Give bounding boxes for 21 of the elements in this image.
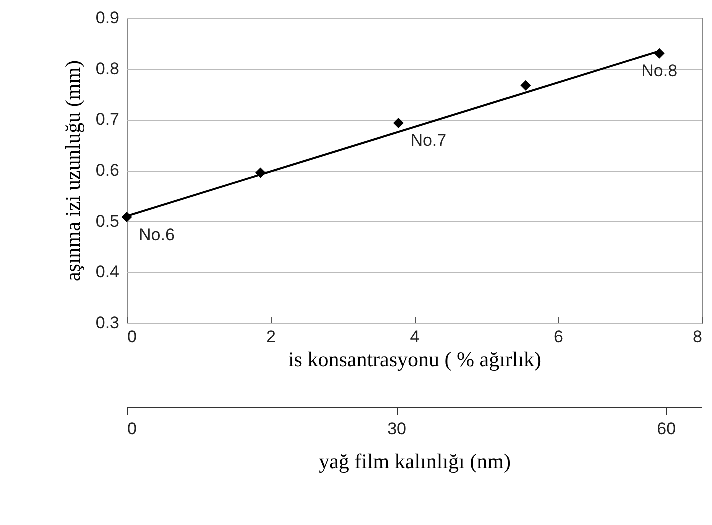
x2-axis-title: yağ film kalınlığı (nm): [319, 450, 511, 474]
x2-tick-label: 0: [128, 420, 137, 438]
y-tick-label: 0.8: [96, 59, 120, 78]
y-tick-label: 0.6: [96, 161, 120, 180]
x-tick-label: 8: [693, 328, 702, 346]
annotation: No.6: [139, 225, 175, 244]
y-axis-title: aşınma izi uzunluğu (mm): [60, 60, 85, 282]
x2-tick-label: 60: [657, 420, 676, 438]
x-tick-label: 6: [554, 328, 564, 346]
annotation: No.8: [642, 62, 678, 81]
y-tick-label: 0.5: [96, 212, 120, 231]
y-tick-label: 0.3: [96, 314, 120, 332]
y-tick-label: 0.9: [96, 8, 120, 28]
x-tick-label: 0: [128, 328, 137, 346]
x-tick-label: 4: [410, 328, 420, 346]
x-tick-label: 2: [266, 328, 276, 346]
x2-tick-label: 30: [388, 420, 406, 438]
x-axis-title: is konsantrasyonu ( % ağırlık): [288, 348, 542, 372]
annotation: No.7: [410, 131, 447, 150]
y-tick-label: 0.7: [96, 110, 120, 130]
y-tick-label: 0.4: [96, 262, 120, 282]
